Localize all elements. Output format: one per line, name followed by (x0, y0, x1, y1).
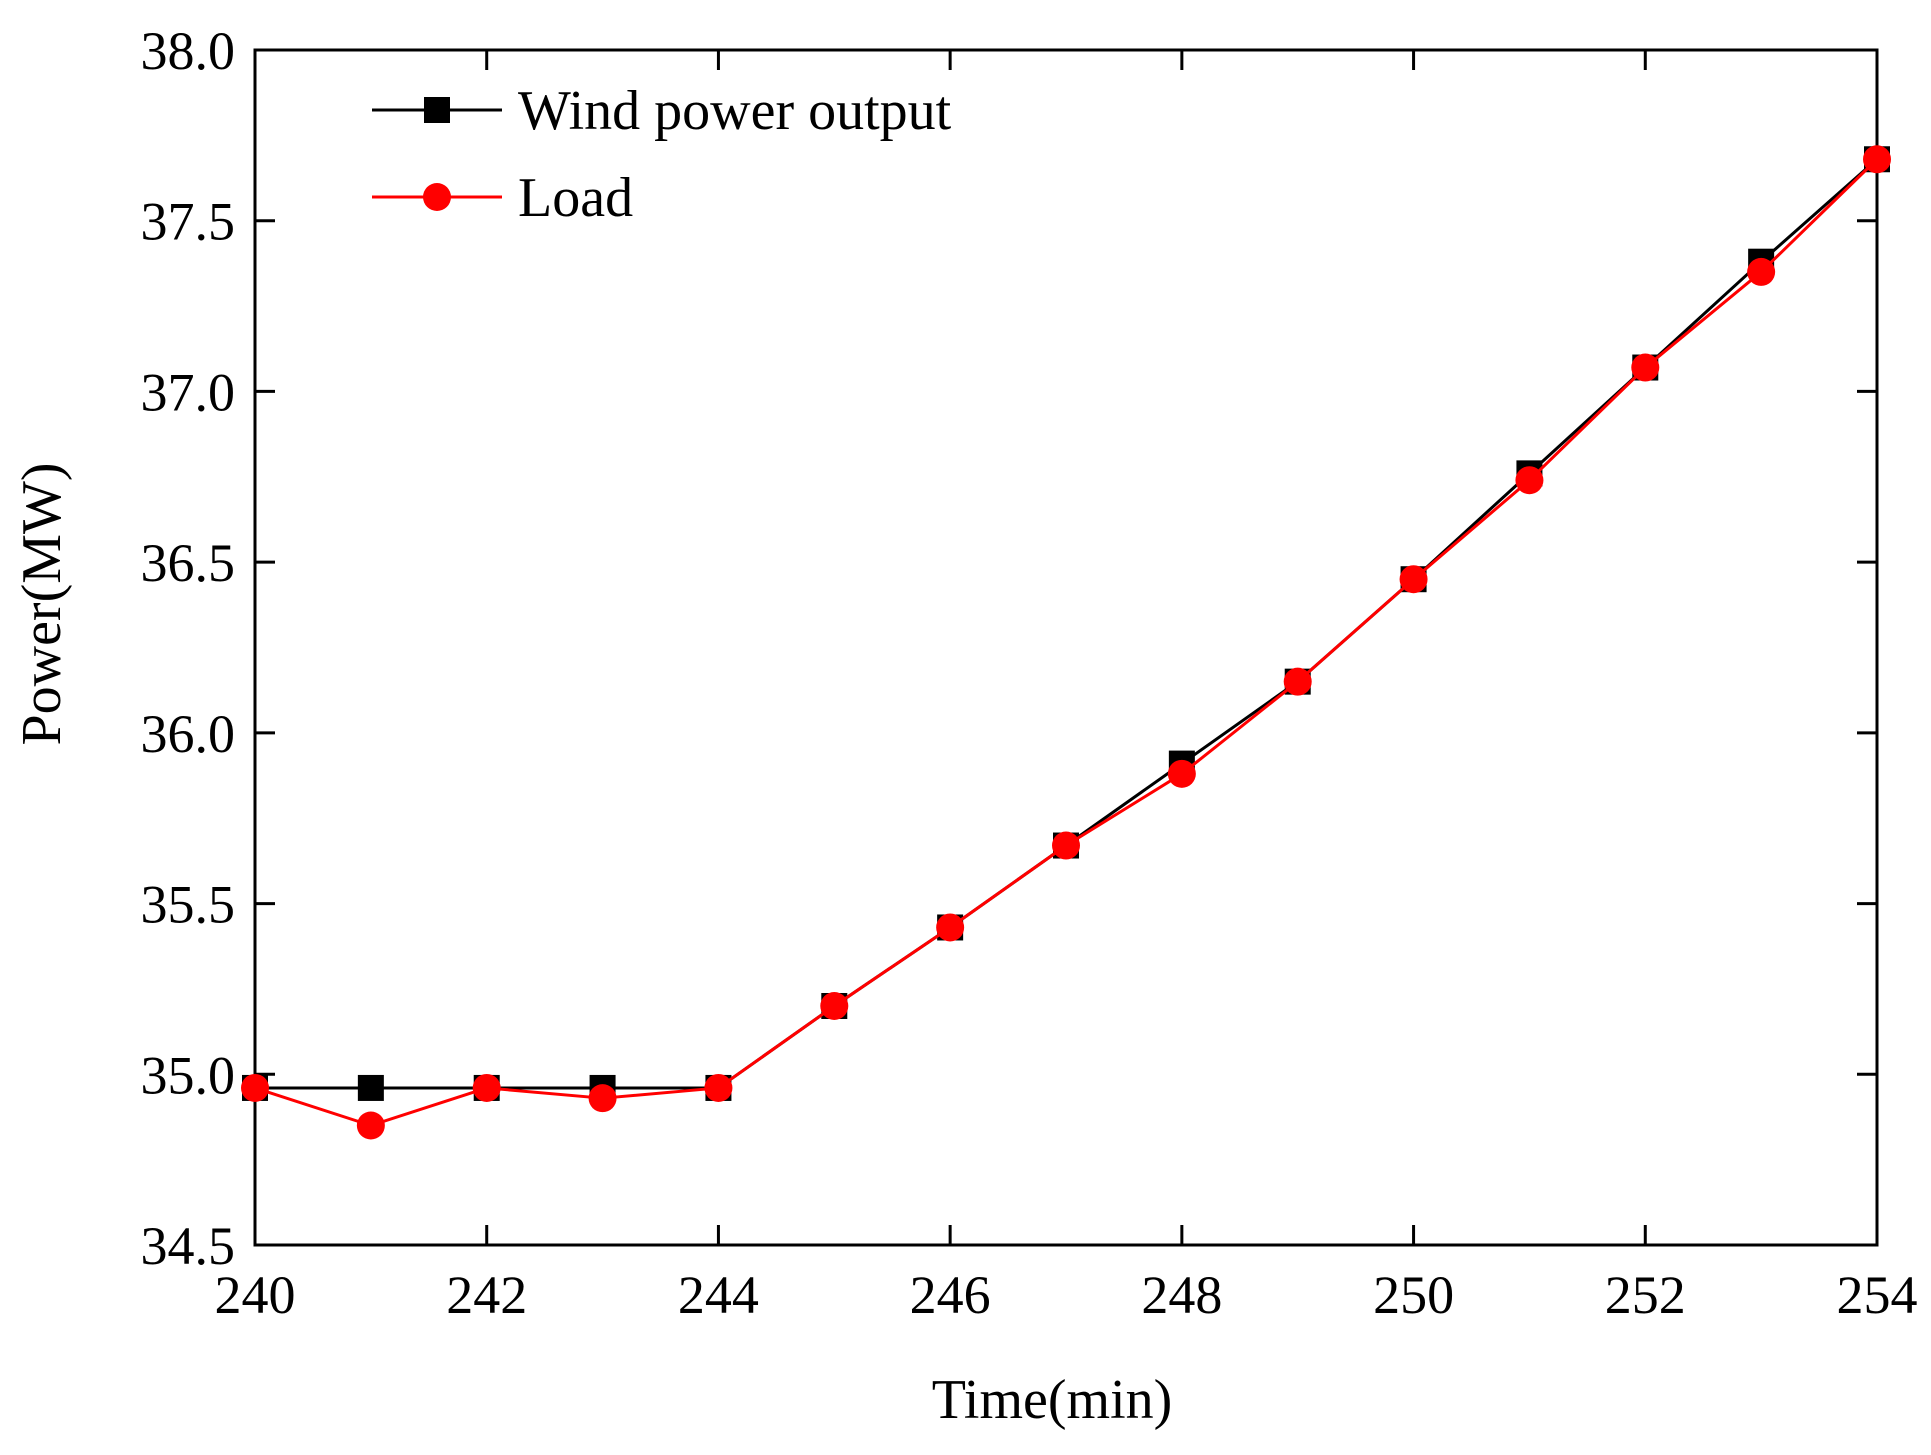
y-tick-label: 36.5 (141, 533, 236, 593)
data-point-circle (1167, 759, 1196, 788)
data-point-circle (1631, 353, 1660, 382)
data-point-circle (241, 1073, 269, 1102)
data-point-circle (1052, 831, 1080, 860)
y-tick-label: 37.0 (141, 362, 236, 422)
data-point-circle (1863, 145, 1891, 174)
x-tick-label: 240 (215, 1265, 296, 1325)
data-point-circle (1283, 667, 1312, 696)
x-tick-label: 250 (1373, 1265, 1454, 1325)
series-line (254, 158, 1879, 1127)
legend-label: Load (518, 167, 633, 229)
x-axis-title: Time(min) (932, 1369, 1173, 1431)
data-point-circle (1515, 466, 1544, 495)
x-tick-label: 246 (910, 1265, 991, 1325)
data-point-circle (936, 913, 965, 942)
x-tick-label: 252 (1605, 1265, 1686, 1325)
series-wind-power-output (242, 146, 1890, 1101)
data-point-circle (1399, 565, 1428, 594)
legend-item: Wind power output (372, 80, 952, 142)
series-load (241, 145, 1891, 1140)
data-point-circle (356, 1111, 385, 1140)
data-point-circle (704, 1073, 733, 1102)
data-point-square (357, 1074, 384, 1101)
y-tick-label: 35.5 (141, 875, 236, 935)
legend-marker (423, 183, 451, 211)
data-point-circle (820, 992, 849, 1020)
x-tick-label: 248 (1141, 1265, 1222, 1325)
y-tick-label: 34.5 (141, 1216, 236, 1276)
legend-marker (424, 97, 450, 123)
x-tick-label: 254 (1837, 1265, 1918, 1325)
y-tick-label: 35.0 (141, 1045, 236, 1105)
y-tick-label: 36.0 (141, 704, 236, 764)
legend-item: Load (372, 167, 633, 229)
data-point-circle (588, 1084, 617, 1113)
data-point-circle (472, 1073, 501, 1102)
y-tick-label: 38.0 (141, 21, 236, 81)
y-tick-label: 37.5 (141, 192, 236, 252)
y-axis-title: Power(MW) (11, 462, 73, 745)
plot-frame (253, 48, 1879, 1247)
legend-label: Wind power output (518, 80, 952, 142)
data-point-circle (1747, 257, 1776, 286)
x-tick-label: 244 (678, 1265, 759, 1325)
series-line (255, 158, 1878, 1090)
x-tick-label: 242 (446, 1265, 527, 1325)
